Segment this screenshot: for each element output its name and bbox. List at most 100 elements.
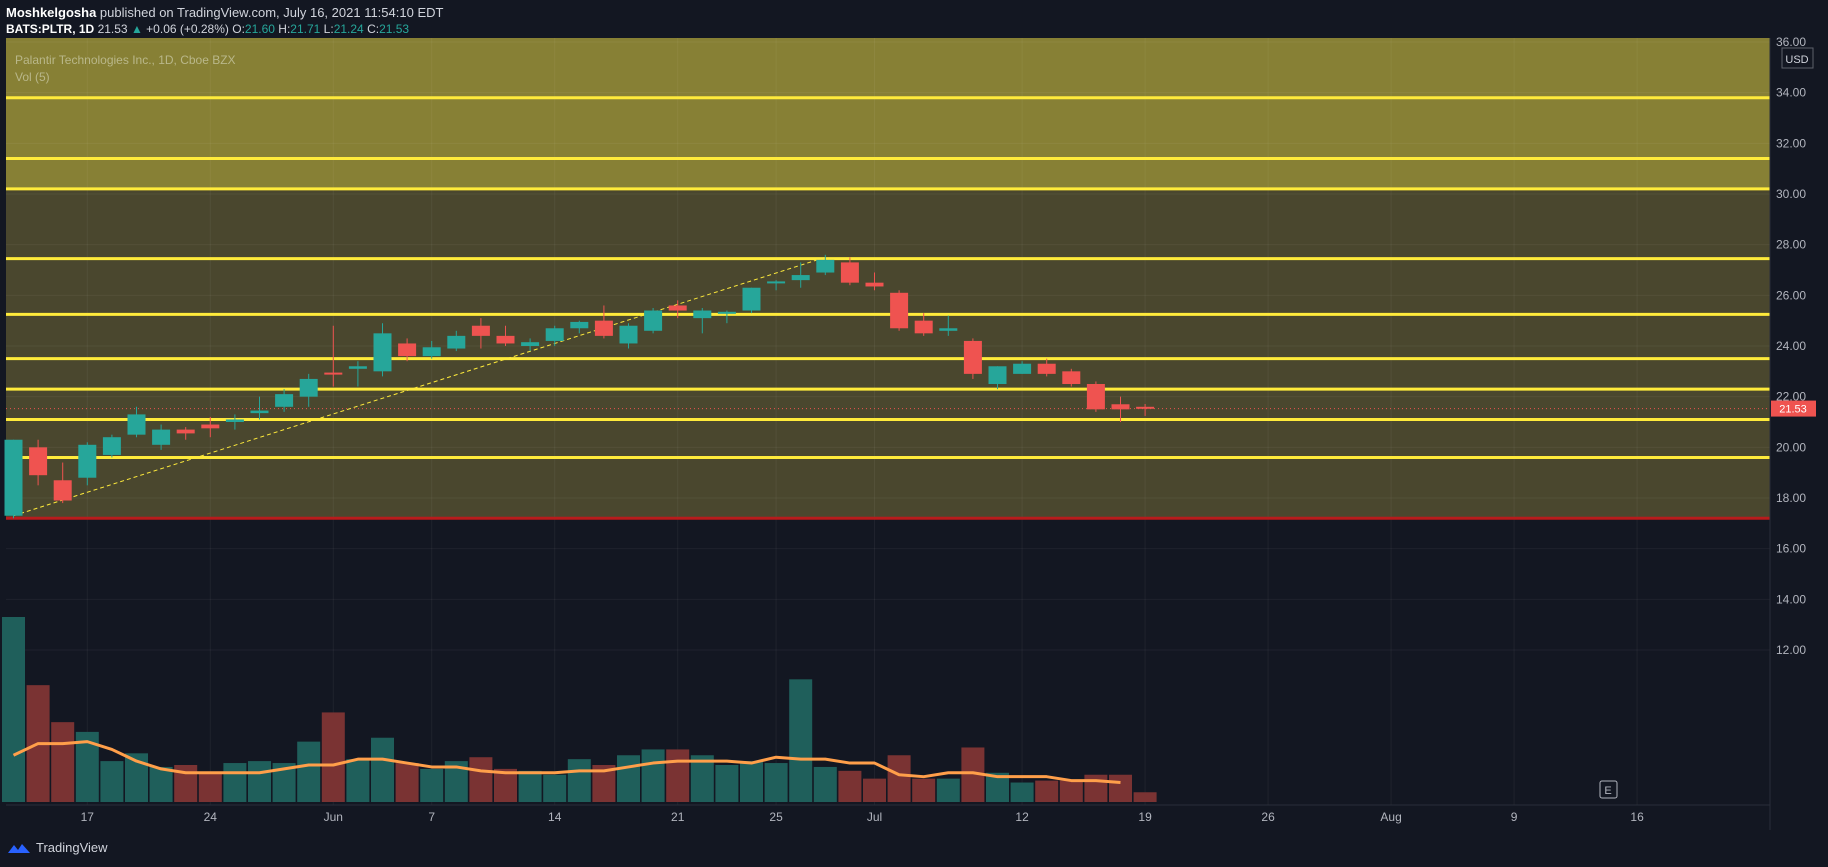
candle xyxy=(1136,404,1155,416)
volume-bar xyxy=(100,761,124,802)
candle-body xyxy=(201,424,220,429)
candle-body xyxy=(1086,384,1105,410)
candle xyxy=(717,310,736,324)
candle xyxy=(767,280,786,291)
volume-bar xyxy=(1035,780,1059,802)
candle-body xyxy=(717,311,736,314)
candle xyxy=(176,427,195,440)
volume-bar xyxy=(248,761,271,802)
candle xyxy=(78,442,97,486)
candle-body xyxy=(594,320,613,336)
candle xyxy=(1086,381,1105,412)
y-tick-label: 12.00 xyxy=(1776,643,1806,657)
volume-bar xyxy=(764,763,788,802)
y-tick-label: 32.00 xyxy=(1776,136,1806,150)
low-value: 21.24 xyxy=(333,22,364,36)
candle-body xyxy=(791,275,810,281)
candle xyxy=(890,290,909,331)
candle xyxy=(152,424,171,450)
x-tick-label: Aug xyxy=(1380,810,1401,824)
candle-body xyxy=(422,347,441,357)
candle xyxy=(275,389,294,412)
candle-body xyxy=(471,325,490,336)
candle xyxy=(348,361,367,387)
candle xyxy=(619,323,638,349)
zone-dim xyxy=(6,188,1770,519)
volume-bar xyxy=(936,778,960,802)
candles-layer xyxy=(4,254,1155,519)
volume-bar xyxy=(149,766,173,802)
volume-bar xyxy=(617,755,640,802)
x-tick-label: 14 xyxy=(548,810,562,824)
candle-body xyxy=(102,437,121,455)
candle xyxy=(398,338,417,362)
volume-bar xyxy=(863,778,886,802)
x-tick-label: 21 xyxy=(671,810,685,824)
volume-bar xyxy=(2,617,25,802)
volume-bar xyxy=(838,770,862,802)
candle xyxy=(1062,368,1081,387)
candle-body xyxy=(816,259,835,273)
volume-bar xyxy=(740,761,763,802)
volume-bar xyxy=(715,765,739,802)
volume-bar xyxy=(297,741,321,802)
volume-bar xyxy=(223,763,247,802)
x-tick-label: 16 xyxy=(1630,810,1644,824)
volume-bar xyxy=(986,772,1009,802)
candle-body xyxy=(1062,371,1081,384)
volume-bar xyxy=(125,753,148,802)
candle-body xyxy=(890,292,909,329)
volume-bar xyxy=(371,737,394,802)
y-tick-label: 22.00 xyxy=(1776,390,1806,404)
candle-body xyxy=(1013,363,1032,374)
legend-indicator[interactable]: Vol (5) xyxy=(15,70,50,84)
x-tick-label: 7 xyxy=(428,810,435,824)
volume-ma-line xyxy=(12,740,1121,785)
y-tick-label: 20.00 xyxy=(1776,440,1806,454)
close-label: C: xyxy=(367,22,380,36)
candle-body xyxy=(29,447,48,476)
price-change: +0.06 (+0.28%) xyxy=(146,22,229,36)
y-tick-label: 34.00 xyxy=(1776,86,1806,100)
volume-bar xyxy=(469,757,493,802)
volume-bar xyxy=(592,765,616,802)
trendline xyxy=(13,256,826,517)
candle xyxy=(865,272,884,291)
volume-bar xyxy=(813,766,837,802)
earnings-marker[interactable]: E xyxy=(1599,780,1618,799)
up-triangle-icon: ▲ xyxy=(130,22,143,36)
publisher-name: Moshkelgosha xyxy=(6,5,97,20)
candle xyxy=(447,330,466,352)
volume-bar xyxy=(198,772,222,802)
candle xyxy=(1037,358,1056,377)
grid-layer xyxy=(6,38,1770,805)
volume-bar xyxy=(444,761,468,802)
candle xyxy=(53,462,72,504)
candle-body xyxy=(865,282,884,287)
volume-bar xyxy=(1059,780,1083,802)
tradingview-logo-icon xyxy=(8,843,30,853)
candle-body xyxy=(1136,406,1155,409)
volume-bar xyxy=(666,749,690,802)
trendline-layer[interactable] xyxy=(13,256,826,517)
candle xyxy=(668,300,687,319)
axes-layer: 36.00 34.00 32.00 30.00 28.00 26.00 24.00 22.00… xyxy=(6,35,1806,830)
candle xyxy=(127,406,146,438)
earnings-marker-text: E xyxy=(1604,785,1611,797)
volume-bar xyxy=(1109,774,1132,802)
y-tick-label: 16.00 xyxy=(1776,542,1806,556)
candle xyxy=(594,305,613,339)
candle-body xyxy=(299,378,318,397)
candle xyxy=(471,318,490,349)
legend-title[interactable]: Palantir Technologies Inc., 1D, Cboe BZX xyxy=(15,53,236,67)
volume-ma-layer xyxy=(12,740,1121,785)
candle-body xyxy=(914,320,933,334)
candle-body xyxy=(939,328,958,331)
candle-body xyxy=(963,340,982,374)
candle-body xyxy=(767,281,786,284)
brand-footer[interactable]: TradingView xyxy=(6,840,108,855)
volume-bar xyxy=(641,749,665,802)
published-text: published on TradingView.com, July 16, 2… xyxy=(99,5,444,20)
x-tick-label: 12 xyxy=(1015,810,1029,824)
